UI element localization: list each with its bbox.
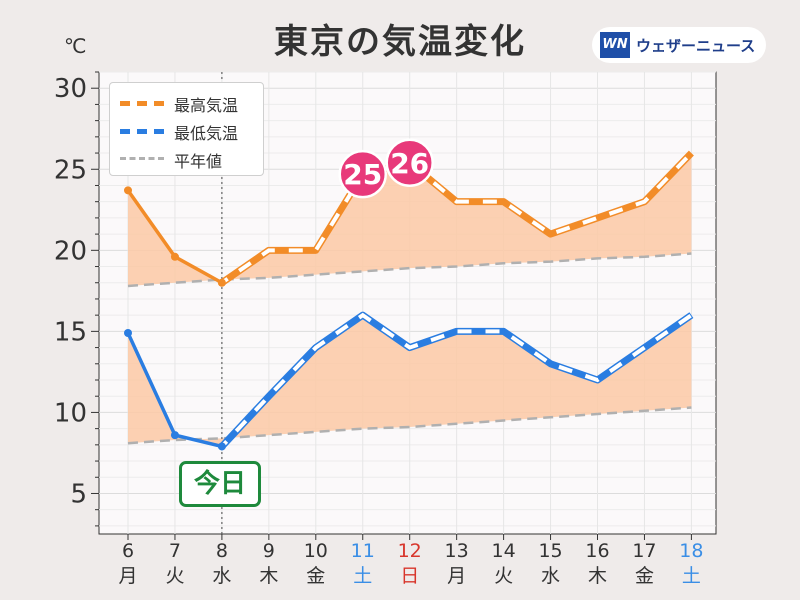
x-tick-day: 14 bbox=[492, 540, 516, 562]
max-point bbox=[217, 278, 226, 287]
brand-name: ウェザーニュース bbox=[636, 37, 756, 55]
min-forecast-dash bbox=[220, 312, 693, 448]
highlight-badge bbox=[338, 149, 387, 199]
legend-label-max: 最高気温 bbox=[174, 96, 239, 115]
y-tick-label: 10 bbox=[54, 398, 87, 428]
legend-label-min: 最低気温 bbox=[174, 124, 239, 143]
x-tick-day: 16 bbox=[585, 540, 609, 562]
legend: 最高気温 最低気温 平年値 bbox=[109, 82, 264, 176]
x-tick-day: 15 bbox=[538, 540, 562, 562]
legend-item-min: 最低気温 bbox=[110, 117, 263, 143]
legend-item-normal: 平年値 bbox=[110, 145, 263, 171]
highlight-value: 26 bbox=[390, 147, 429, 180]
weathernews-logo-icon: WN bbox=[600, 32, 630, 58]
y-unit-label: ℃ bbox=[64, 34, 87, 58]
x-tick-day: 6 bbox=[122, 540, 134, 562]
min-point bbox=[170, 431, 179, 440]
y-tick-label: 30 bbox=[54, 74, 87, 104]
x-tick-weekday: 日 bbox=[400, 565, 419, 587]
legend-swatch-normal bbox=[120, 157, 164, 160]
y-tick-label: 20 bbox=[54, 236, 87, 266]
x-tick-day: 9 bbox=[263, 540, 275, 562]
x-tick-weekday: 月 bbox=[447, 565, 466, 587]
y-tick-label: 5 bbox=[70, 479, 87, 509]
max-forecast-dash bbox=[220, 151, 693, 285]
highlight-badge bbox=[385, 138, 434, 188]
x-tick-weekday: 木 bbox=[259, 565, 278, 587]
x-tick-weekday: 水 bbox=[212, 565, 231, 587]
x-tick-day: 18 bbox=[679, 540, 703, 562]
max-point bbox=[124, 186, 132, 195]
today-badge: 今日 bbox=[179, 461, 261, 507]
x-tick-weekday: 火 bbox=[494, 565, 513, 587]
normal-min-line bbox=[127, 406, 692, 445]
x-tick-weekday: 土 bbox=[353, 565, 372, 587]
chart-title: 東京の気温変化 bbox=[274, 22, 526, 62]
x-tick-weekday: 火 bbox=[165, 565, 184, 587]
x-tick-day: 12 bbox=[398, 540, 422, 562]
legend-item-max: 最高気温 bbox=[110, 89, 263, 115]
brand-logo: WN ウェザーニュース bbox=[592, 27, 766, 63]
x-tick-day: 10 bbox=[304, 540, 328, 562]
max-point bbox=[170, 252, 179, 261]
legend-label-normal: 平年値 bbox=[174, 152, 223, 171]
legend-swatch-min bbox=[120, 129, 164, 134]
x-tick-day: 8 bbox=[216, 540, 228, 562]
min-point bbox=[217, 442, 226, 451]
x-tick-day: 11 bbox=[351, 540, 375, 562]
y-tick-label: 15 bbox=[54, 317, 87, 347]
x-tick-weekday: 水 bbox=[541, 565, 560, 587]
x-tick-weekday: 金 bbox=[306, 565, 325, 587]
highlight-value: 25 bbox=[343, 158, 382, 191]
x-tick-weekday: 土 bbox=[682, 565, 701, 587]
x-tick-weekday: 金 bbox=[635, 565, 654, 587]
x-tick-weekday: 木 bbox=[588, 565, 607, 587]
x-tick-day: 17 bbox=[632, 540, 656, 562]
normal-max-line bbox=[127, 252, 692, 288]
min-point bbox=[124, 328, 132, 337]
y-tick-label: 25 bbox=[54, 155, 87, 185]
x-tick-day: 7 bbox=[169, 540, 181, 562]
x-tick-weekday: 月 bbox=[118, 565, 137, 587]
legend-swatch-max bbox=[120, 101, 164, 106]
x-tick-day: 13 bbox=[445, 540, 469, 562]
min-anomaly-band bbox=[128, 315, 692, 447]
